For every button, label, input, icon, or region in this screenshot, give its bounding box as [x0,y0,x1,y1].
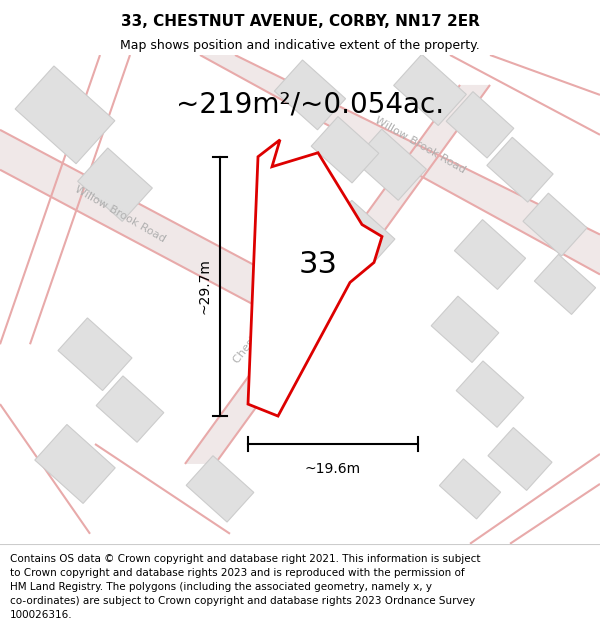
Polygon shape [311,117,379,183]
Polygon shape [446,92,514,158]
Text: Map shows position and indicative extent of the property.: Map shows position and indicative extent… [120,39,480,51]
Polygon shape [523,193,587,256]
Text: 33: 33 [299,250,337,279]
Polygon shape [456,361,524,428]
Polygon shape [35,424,115,503]
Text: HM Land Registry. The polygons (including the associated geometry, namely x, y: HM Land Registry. The polygons (includin… [10,582,432,592]
Polygon shape [431,296,499,362]
Text: to Crown copyright and database rights 2023 and is reproduced with the permissio: to Crown copyright and database rights 2… [10,568,465,578]
Polygon shape [77,148,152,221]
Text: 100026316.: 100026316. [10,611,73,621]
Polygon shape [96,376,164,442]
Polygon shape [439,459,500,519]
Text: ~29.7m: ~29.7m [197,259,211,314]
Text: Willow Brook Road: Willow Brook Road [373,115,467,175]
Polygon shape [15,66,115,164]
Polygon shape [58,318,132,391]
Text: ~19.6m: ~19.6m [305,462,361,476]
Polygon shape [488,428,552,491]
Polygon shape [353,129,427,200]
Text: 33, CHESTNUT AVENUE, CORBY, NN17 2ER: 33, CHESTNUT AVENUE, CORBY, NN17 2ER [121,14,479,29]
Polygon shape [185,85,490,464]
Polygon shape [0,130,300,329]
Polygon shape [186,456,254,522]
Text: co-ordinates) are subject to Crown copyright and database rights 2023 Ordnance S: co-ordinates) are subject to Crown copyr… [10,596,475,606]
Polygon shape [248,140,382,416]
Polygon shape [325,201,395,269]
Polygon shape [454,219,526,289]
Polygon shape [394,54,466,126]
Text: Chestnut Avenue: Chestnut Avenue [232,284,298,365]
Polygon shape [274,60,346,130]
Polygon shape [487,138,553,202]
Text: Willow Brook Road: Willow Brook Road [73,184,167,244]
Text: Contains OS data © Crown copyright and database right 2021. This information is : Contains OS data © Crown copyright and d… [10,554,481,564]
Polygon shape [535,254,596,314]
Polygon shape [200,55,600,274]
Text: ~219m²/~0.054ac.: ~219m²/~0.054ac. [176,91,444,119]
